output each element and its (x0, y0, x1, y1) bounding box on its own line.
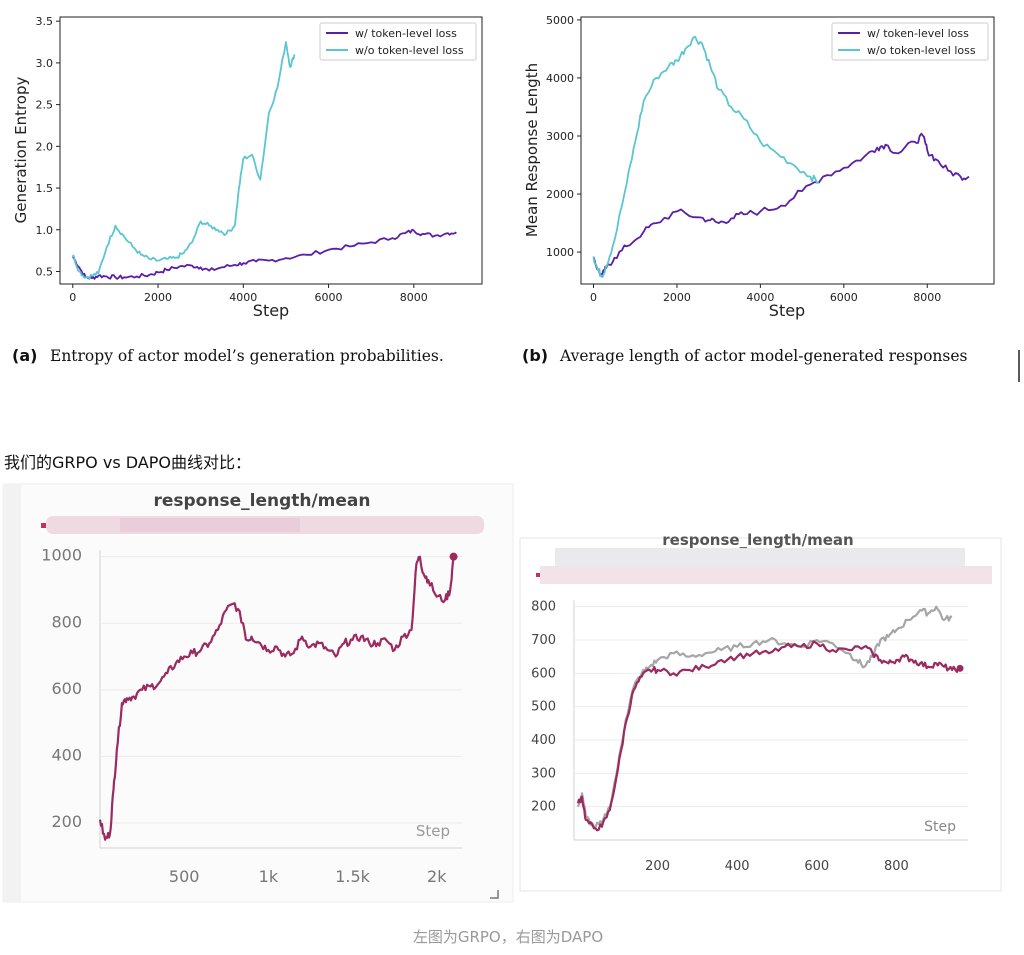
chart-b-ytick-label: 2000 (546, 188, 574, 201)
chart-grpo-resize-corner[interactable] (490, 890, 499, 899)
chart-b-ytick-label: 1000 (546, 246, 574, 259)
chart-b-xlabel: Step (769, 301, 805, 320)
chart-grpo-left-shadow (3, 484, 21, 902)
chart-d-ytick-label: 600 (531, 666, 556, 681)
chart-a-ytick-label: 2.0 (36, 140, 54, 153)
chart-grpo-blurred-legend-shade (120, 518, 300, 532)
chart-d-xtick-label: 400 (725, 859, 750, 874)
chart-grpo: response_length/mean 200 400 600 800 1000 50… (2, 483, 514, 903)
chart-b-xtick-label: 0 (590, 291, 597, 304)
chart-dapo-xlabel: Step (924, 819, 956, 835)
chart-a-xtick-label: 8000 (400, 291, 428, 304)
chart-a-ytick-label: 3.0 (36, 57, 54, 70)
chart-b-xtick-label: 6000 (830, 291, 858, 304)
chart-c-xtick-label: 500 (169, 867, 200, 886)
chart-a-ytick-label: 3.5 (36, 15, 54, 28)
chart-dapo-panel (519, 537, 1002, 892)
chart-c-series-line-1 (98, 555, 455, 841)
chart-b-ytick-label: 5000 (546, 14, 574, 27)
chart-b-xtick-label: 4000 (746, 291, 774, 304)
chart-a-ytick-label: 1.0 (36, 224, 54, 237)
chart-b-series-line-2 (592, 36, 820, 278)
chart-d-xtick-label: 200 (645, 859, 670, 874)
chart-c-xtick-label: 1.5k (335, 867, 370, 886)
chart-b-series-line-1 (592, 132, 970, 278)
chart-a-plot-frame (59, 16, 483, 285)
chart-grpo-panel (2, 483, 514, 903)
chart-a-legend: w/ token-level loss w/o token-level loss (319, 22, 477, 61)
chart-b-caption-tag: (b) (522, 346, 548, 365)
chart-b-legend-box (831, 22, 989, 61)
chart-b-ylabel: Mean Response Length (523, 63, 541, 237)
chart-d-endpoint-dot (956, 664, 964, 672)
chart-c-endpoint-dot (449, 552, 458, 561)
chart-d-xtick-label: 800 (884, 859, 909, 874)
chart-a-xtick-label: 2000 (144, 291, 172, 304)
chart-a-series-line-1 (72, 228, 457, 280)
chart-b-ytick-label: 4000 (546, 72, 574, 85)
chart-c-ytick-label: 200 (51, 812, 82, 831)
chart-b: 1000 2000 3000 4000 5000 0 2000 4000 6000 8000 S… (522, 14, 1020, 382)
chart-c-ytick-label: 400 (51, 745, 82, 764)
chart-a: 0.51.01.52.02.53.03.5 0 2000 4000 6000 8000 … (12, 15, 483, 365)
chart-a-series-line-2 (72, 41, 296, 280)
chart-dapo-legend-dot (536, 573, 540, 577)
chart-a-legend-box (319, 22, 477, 61)
chart-c-ytick-label: 800 (51, 612, 82, 631)
chart-d-ytick-label: 800 (531, 600, 556, 615)
chart-grpo-title: response_length/mean (153, 491, 370, 511)
chart-b-plot-frame (580, 16, 995, 285)
chart-a-ytick-label: 1.5 (36, 182, 54, 195)
chart-dapo: response_length/mean 200 300 400 500 600 700 8… (519, 531, 1002, 892)
chart-a-xtick-label: 0 (69, 291, 76, 304)
chart-a-ytick-label: 2.5 (36, 99, 54, 112)
chart-b-legend-label-2: w/o token-level loss (867, 44, 976, 57)
chart-c-xtick-label: 1k (259, 867, 279, 886)
chart-d-series-line-2 (576, 640, 961, 832)
chart-grpo-xlabel: Step (416, 822, 450, 840)
footer-caption: 左图为GRPO，右图为DAPO (413, 928, 603, 946)
chart-b-ytick-label: 3000 (546, 130, 574, 143)
chart-c-ytick-label: 600 (51, 679, 82, 698)
chart-b-legend-label-1: w/ token-level loss (867, 27, 969, 40)
section-heading: 我们的GRPO vs DAPO曲线对比： (4, 453, 251, 472)
chart-dapo-blurred-legend-bottom (540, 566, 992, 584)
chart-b-xtick-label: 8000 (913, 291, 941, 304)
chart-b-xtick-label: 2000 (663, 291, 691, 304)
chart-dapo-blurred-legend-top (555, 548, 965, 566)
chart-dapo-title: response_length/mean (662, 531, 853, 549)
chart-d-xtick-label: 600 (804, 859, 829, 874)
chart-d-ytick-label: 500 (531, 700, 556, 715)
chart-a-xtick-label: 6000 (315, 291, 343, 304)
chart-d-ytick-label: 700 (531, 633, 556, 648)
chart-c-xtick-label: 2k (427, 867, 447, 886)
chart-c-ytick-label: 1000 (41, 546, 82, 565)
chart-a-caption: Entropy of actor model’s generation prob… (50, 347, 444, 365)
chart-grpo-legend-dot (41, 523, 46, 528)
chart-a-legend-label-2: w/o token-level loss (355, 44, 464, 57)
chart-a-ylabel: Generation Entropy (12, 77, 30, 224)
chart-d-ytick-label: 300 (531, 766, 556, 781)
chart-b-caption: Average length of actor model-generated … (559, 347, 968, 365)
chart-b-legend: w/ token-level loss w/o token-level loss (831, 22, 989, 61)
chart-a-xtick-label: 4000 (229, 291, 257, 304)
chart-a-caption-tag: (a) (12, 346, 37, 365)
chart-a-xlabel: Step (253, 301, 289, 320)
chart-d-ytick-label: 400 (531, 733, 556, 748)
chart-a-legend-label-1: w/ token-level loss (355, 27, 457, 40)
chart-a-ytick-label: 0.5 (36, 265, 54, 278)
chart-d-ytick-label: 200 (531, 800, 556, 815)
